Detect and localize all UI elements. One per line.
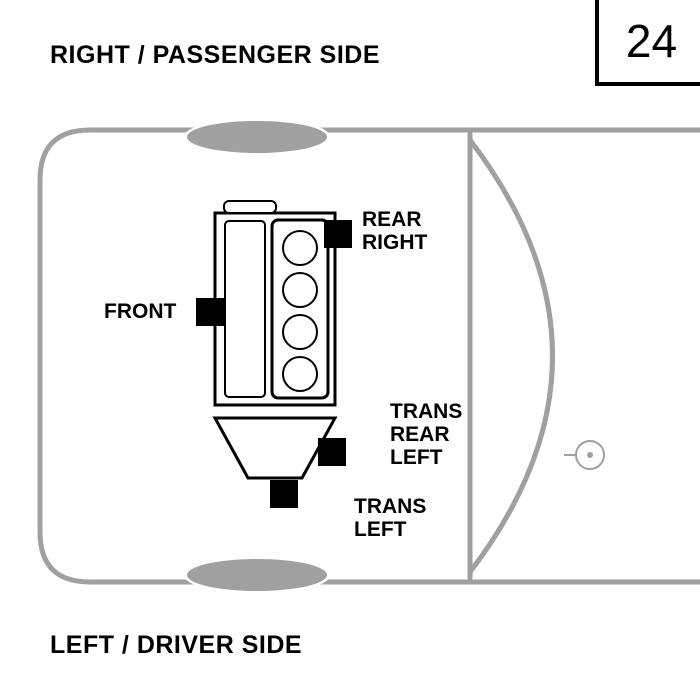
label-trans-left: TRANS LEFT — [354, 495, 426, 541]
title-passenger-side: RIGHT / PASSENGER SIDE — [50, 42, 380, 68]
windshield — [470, 140, 553, 572]
mount-rear-right — [324, 220, 352, 248]
label-front: FRONT — [104, 300, 176, 323]
diagram-svg — [0, 0, 700, 700]
page-number: 24 — [626, 14, 677, 68]
page-number-box: 24 — [595, 0, 700, 86]
title-driver-side: LEFT / DRIVER SIDE — [50, 632, 302, 658]
mount-trans-rear-left — [318, 438, 346, 466]
label-rear-right: REAR RIGHT — [362, 208, 427, 254]
tire-top — [187, 121, 327, 153]
label-trans-rear-left: TRANS REAR LEFT — [390, 400, 462, 469]
transmission — [215, 418, 335, 478]
diagram-canvas: { "page": { "number": "24", "box": { "x"… — [0, 0, 700, 700]
valve-cover — [272, 220, 328, 398]
mount-front — [196, 298, 224, 326]
engine-cap — [224, 201, 276, 213]
mount-trans-left — [270, 480, 298, 508]
tire-bottom — [187, 559, 327, 591]
